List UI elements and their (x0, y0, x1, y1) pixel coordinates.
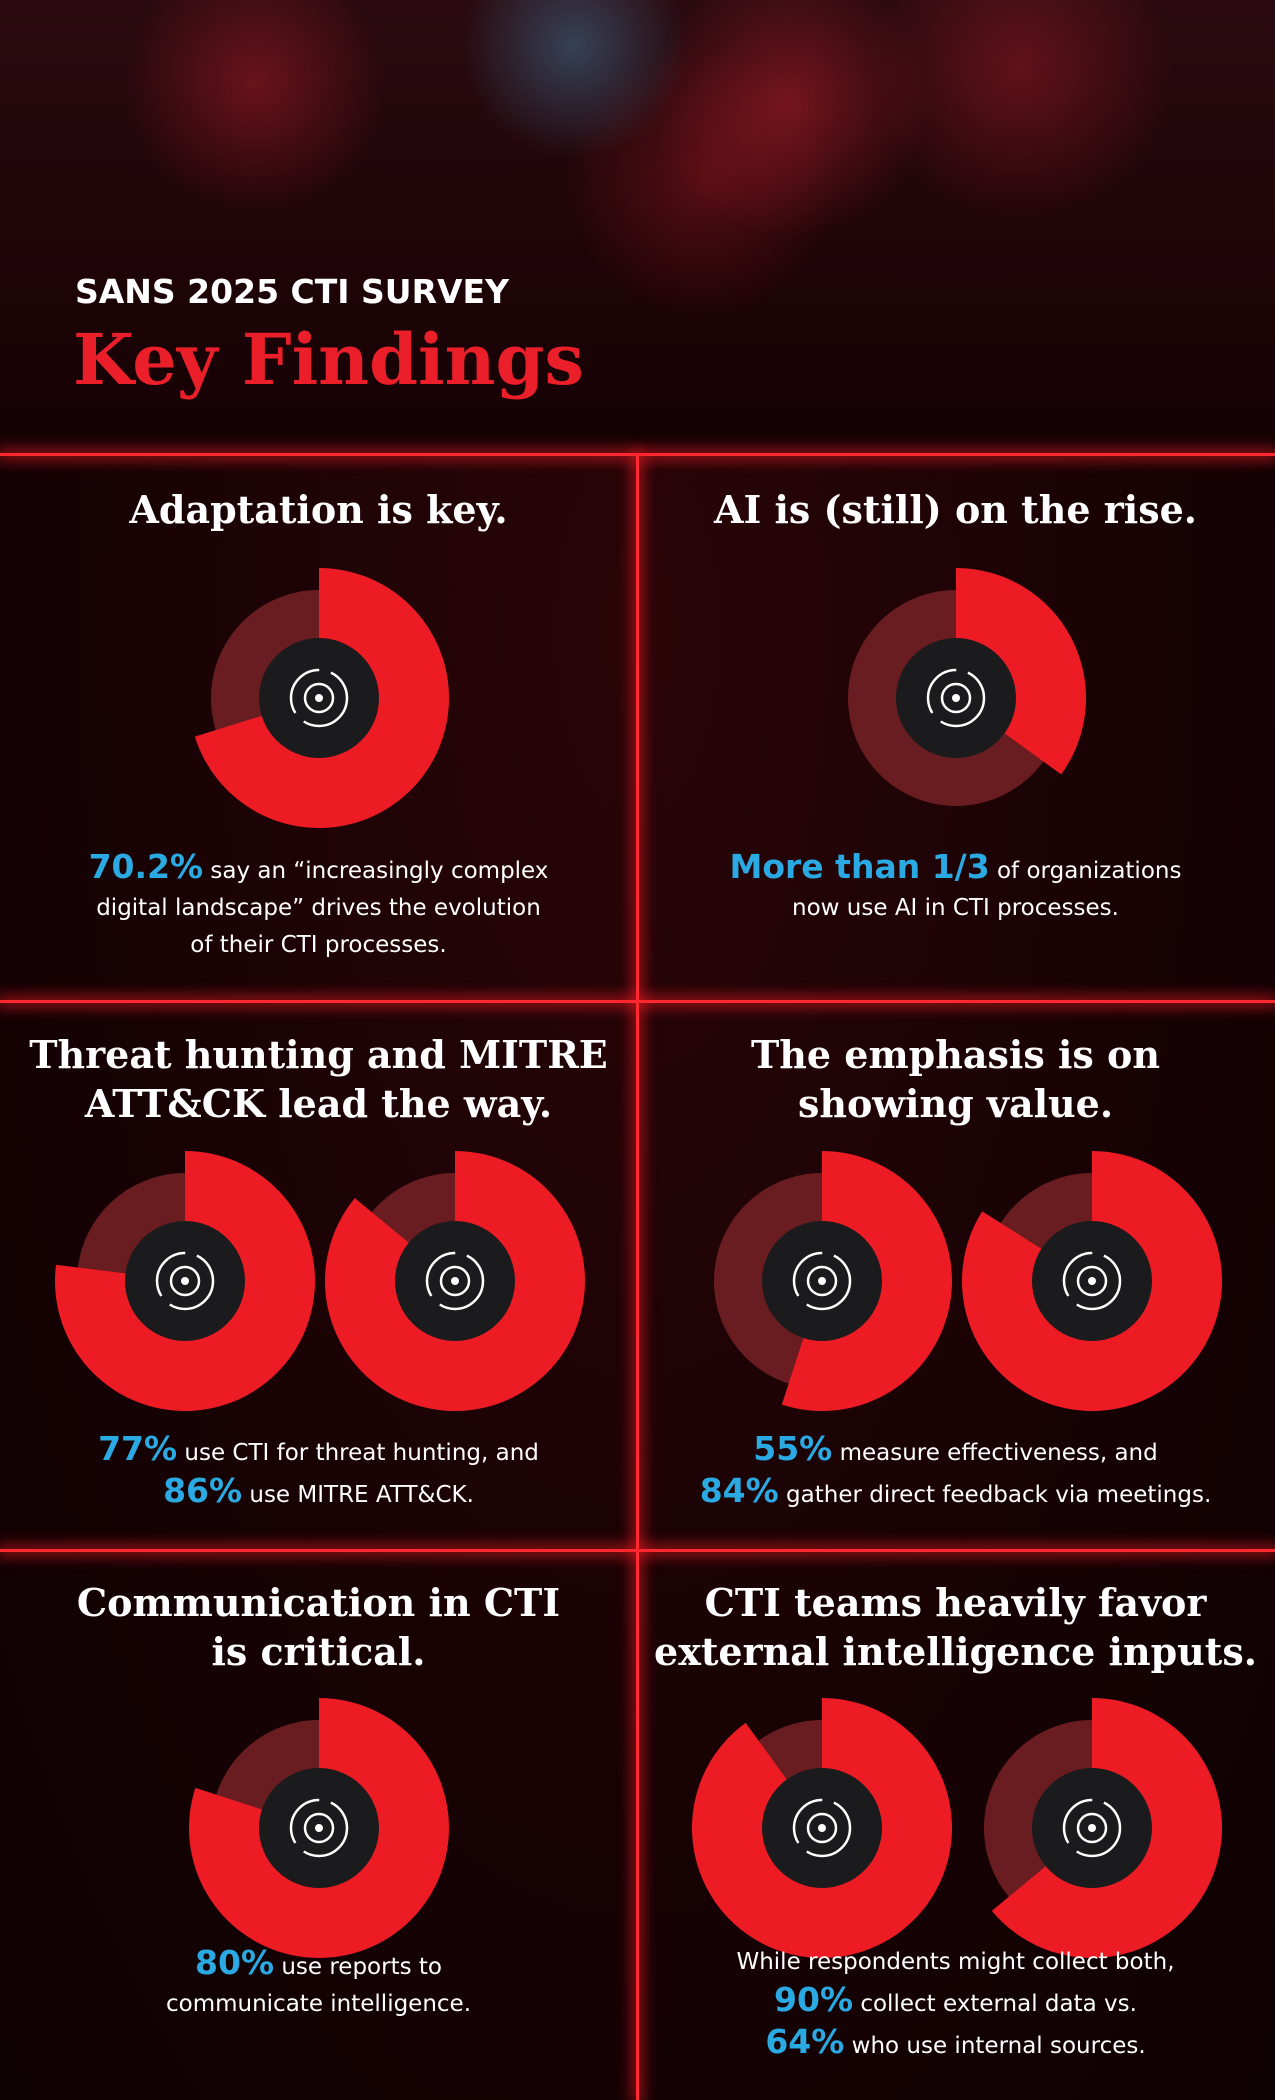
icon (451, 1277, 459, 1285)
caption-text: say an “increasingly complex (210, 858, 549, 884)
icon (806, 1265, 838, 1297)
caption-text: measure effectiveness, and (839, 1440, 1158, 1466)
icon (1088, 1277, 1096, 1285)
caption-line: 80% use reports to (0, 1944, 637, 1986)
title-line: showing value. (797, 1081, 1114, 1126)
panel-caption: More than 1/3 of organizations now use AI… (637, 848, 1274, 927)
icon (181, 1277, 189, 1285)
stat-highlight: 90% (774, 1980, 854, 2019)
caption-line: 64% who use internal sources. (637, 2023, 1274, 2065)
title-line: CTI teams heavily favor (704, 1580, 1207, 1625)
caption-line: now use AI in CTI processes. (637, 890, 1274, 927)
caption-line: communicate intelligence. (0, 1986, 637, 2023)
stat-highlight: 70.2% (88, 847, 204, 886)
title-line: The emphasis is on (750, 1032, 1160, 1077)
caption-text: collect external data vs. (860, 1991, 1137, 2017)
title-line: AI is (still) on the rise. (713, 487, 1198, 532)
divider (0, 453, 1275, 456)
caption-text: of their CTI processes. (190, 932, 447, 958)
icon (169, 1265, 201, 1297)
page-title: Key Findings (73, 318, 584, 401)
icon (818, 1277, 826, 1285)
caption-line: More than 1/3 of organizations (637, 848, 1274, 890)
icon (792, 1798, 852, 1858)
caption-text: While respondents might collect both, (736, 1949, 1175, 1975)
caption-text: use CTI for threat hunting, and (184, 1440, 539, 1466)
caption-line: 84% gather direct feedback via meetings. (637, 1472, 1274, 1514)
panel-caption: 80% use reports to communicate intelligen… (0, 1944, 637, 2023)
icon (1062, 1798, 1122, 1858)
panel-title: Adaptation is key. (0, 485, 637, 534)
caption-text: communicate intelligence. (165, 1991, 472, 2017)
panel-caption: 77% use CTI for threat hunting, and 86% u… (0, 1430, 637, 1514)
title-line: ATT&CK lead the way. (84, 1081, 553, 1126)
icon (792, 1251, 852, 1311)
stat-highlight: 80% (195, 1943, 275, 1982)
caption-line: 77% use CTI for threat hunting, and (0, 1430, 637, 1472)
caption-text: use MITRE ATT&CK. (249, 1482, 474, 1508)
stat-highlight: 64% (765, 2022, 845, 2061)
icon (155, 1251, 215, 1311)
donut-segment (956, 568, 1086, 775)
caption-line: of their CTI processes. (0, 927, 637, 964)
stat-highlight: 84% (699, 1471, 779, 1510)
caption-text: of organizations (996, 858, 1182, 884)
eyebrow: SANS 2025 CTI SURVEY (75, 272, 509, 311)
caption-line: 55% measure effectiveness, and (637, 1430, 1274, 1472)
title-line: external intelligence inputs. (654, 1629, 1257, 1674)
icon (806, 1812, 838, 1844)
icon (289, 668, 349, 728)
icon (1062, 1251, 1122, 1311)
icon (940, 682, 972, 714)
caption-line: digital landscape” drives the evolution (0, 890, 637, 927)
stat-highlight: 86% (163, 1471, 243, 1510)
panel-title: AI is (still) on the rise. (637, 485, 1274, 534)
icon (1088, 1824, 1096, 1832)
caption-text: now use AI in CTI processes. (792, 895, 1119, 921)
icon (315, 1824, 323, 1832)
icon (1076, 1812, 1108, 1844)
panel-title: The emphasis is on showing value. (637, 1030, 1274, 1128)
panel-caption: 70.2% say an “increasingly complex digita… (0, 848, 637, 964)
caption-line: 90% collect external data vs. (637, 1981, 1274, 2023)
title-line: is critical. (211, 1629, 426, 1674)
icon (425, 1251, 485, 1311)
hero-banner: SANS 2025 CTI SURVEY Key Findings (0, 0, 1275, 455)
title-line: Adaptation is key. (129, 487, 508, 532)
icon (315, 694, 323, 702)
panel-title: CTI teams heavily favor external intellig… (637, 1578, 1274, 1676)
divider (636, 455, 639, 2100)
panel-title: Communication in CTI is critical. (0, 1578, 637, 1676)
icon (303, 682, 335, 714)
title-line: Communication in CTI (76, 1580, 561, 1625)
caption-line: 70.2% say an “increasingly complex (0, 848, 637, 890)
caption-line: 86% use MITRE ATT&CK. (0, 1472, 637, 1514)
title-line: Threat hunting and MITRE (29, 1032, 608, 1077)
caption-text: who use internal sources. (851, 2033, 1146, 2059)
icon (303, 1812, 335, 1844)
icon (952, 694, 960, 702)
caption-text: digital landscape” drives the evolution (96, 895, 541, 921)
icon (818, 1824, 826, 1832)
panel-title: Threat hunting and MITRE ATT&CK lead the … (0, 1030, 637, 1128)
caption-text: use reports to (281, 1954, 442, 1980)
caption-line: While respondents might collect both, (637, 1944, 1274, 1981)
icon (1076, 1265, 1108, 1297)
panel-caption: 55% measure effectiveness, and 84% gather… (637, 1430, 1274, 1514)
stat-highlight: More than 1/3 (729, 847, 990, 886)
icon (439, 1265, 471, 1297)
caption-text: gather direct feedback via meetings. (786, 1482, 1212, 1508)
panel-caption: While respondents might collect both, 90%… (637, 1944, 1274, 2065)
stat-highlight: 55% (753, 1429, 833, 1468)
stat-highlight: 77% (98, 1429, 178, 1468)
icon (926, 668, 986, 728)
icon (289, 1798, 349, 1858)
